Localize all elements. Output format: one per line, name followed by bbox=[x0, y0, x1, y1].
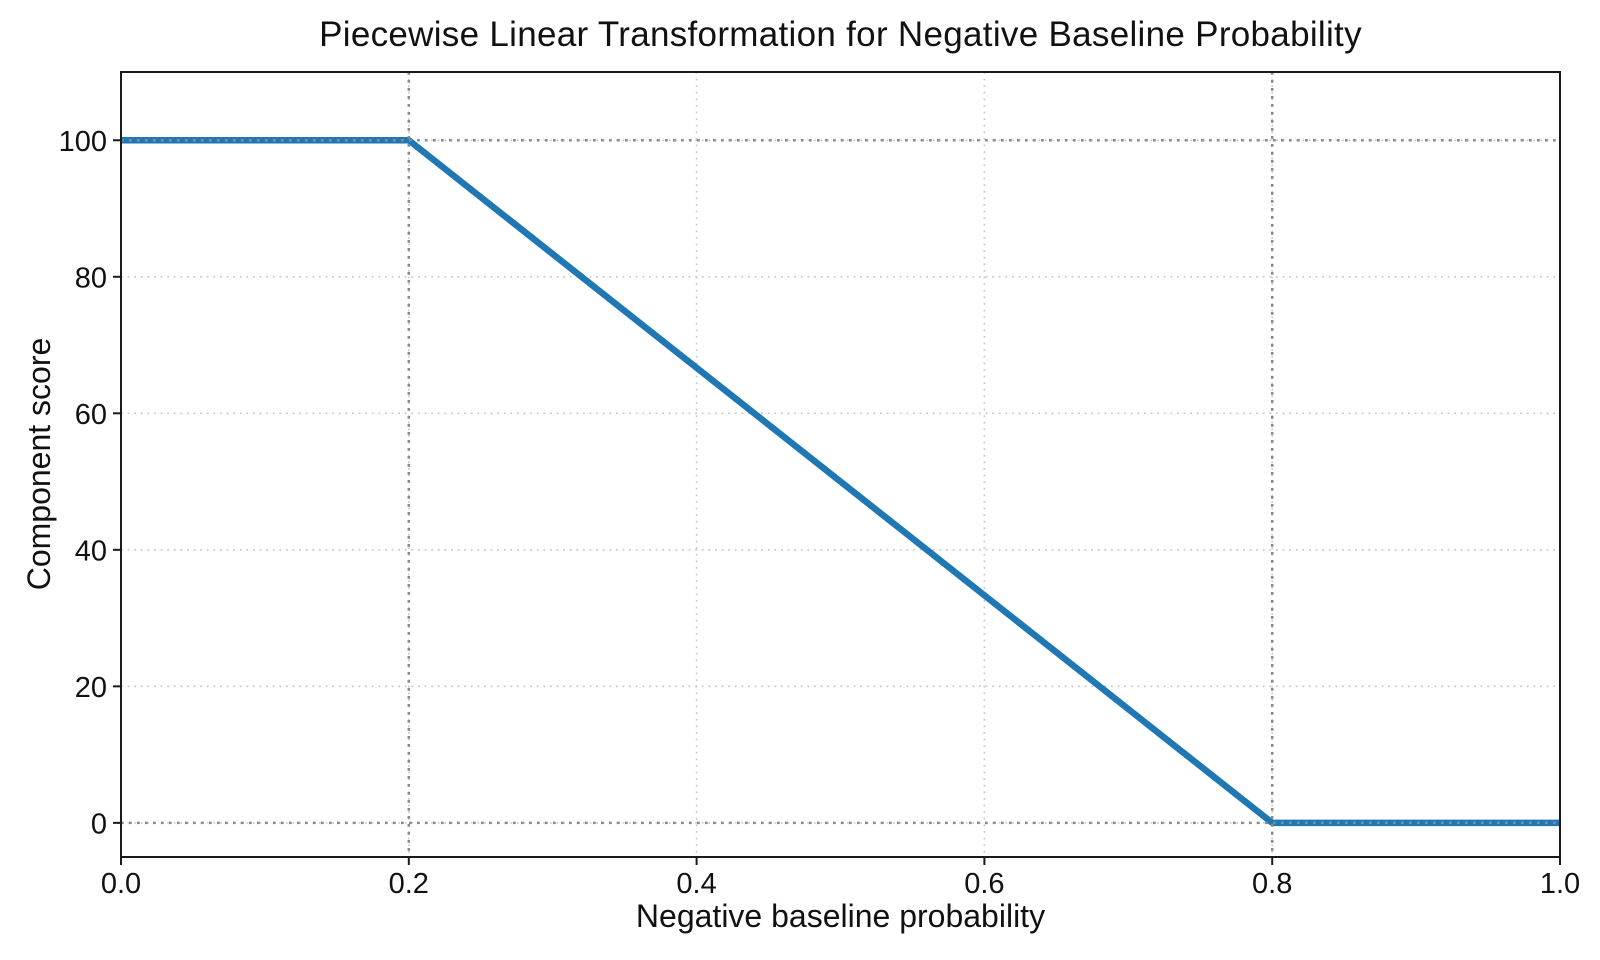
x-tick-label: 0.4 bbox=[676, 868, 716, 900]
y-tick-label: 100 bbox=[59, 126, 107, 158]
x-tick-label: 1.0 bbox=[1540, 868, 1580, 900]
axes-frame bbox=[120, 71, 1561, 858]
chart-title: Piecewise Linear Transformation for Nega… bbox=[319, 15, 1362, 54]
x-tick-label: 0.6 bbox=[964, 868, 1004, 900]
y-tick-label: 40 bbox=[75, 535, 107, 567]
x-tick-label: 0.2 bbox=[389, 868, 429, 900]
y-tick-label: 60 bbox=[75, 399, 107, 431]
x-tick-label: 0.0 bbox=[101, 868, 141, 900]
y-tick-label: 80 bbox=[75, 262, 107, 294]
y-tick-label: 20 bbox=[75, 672, 107, 704]
x-axis-label: Negative baseline probability bbox=[635, 898, 1046, 934]
x-tick-label: 0.8 bbox=[1252, 868, 1292, 900]
series-line bbox=[121, 137, 1560, 827]
y-tick-label: 0 bbox=[91, 808, 107, 840]
